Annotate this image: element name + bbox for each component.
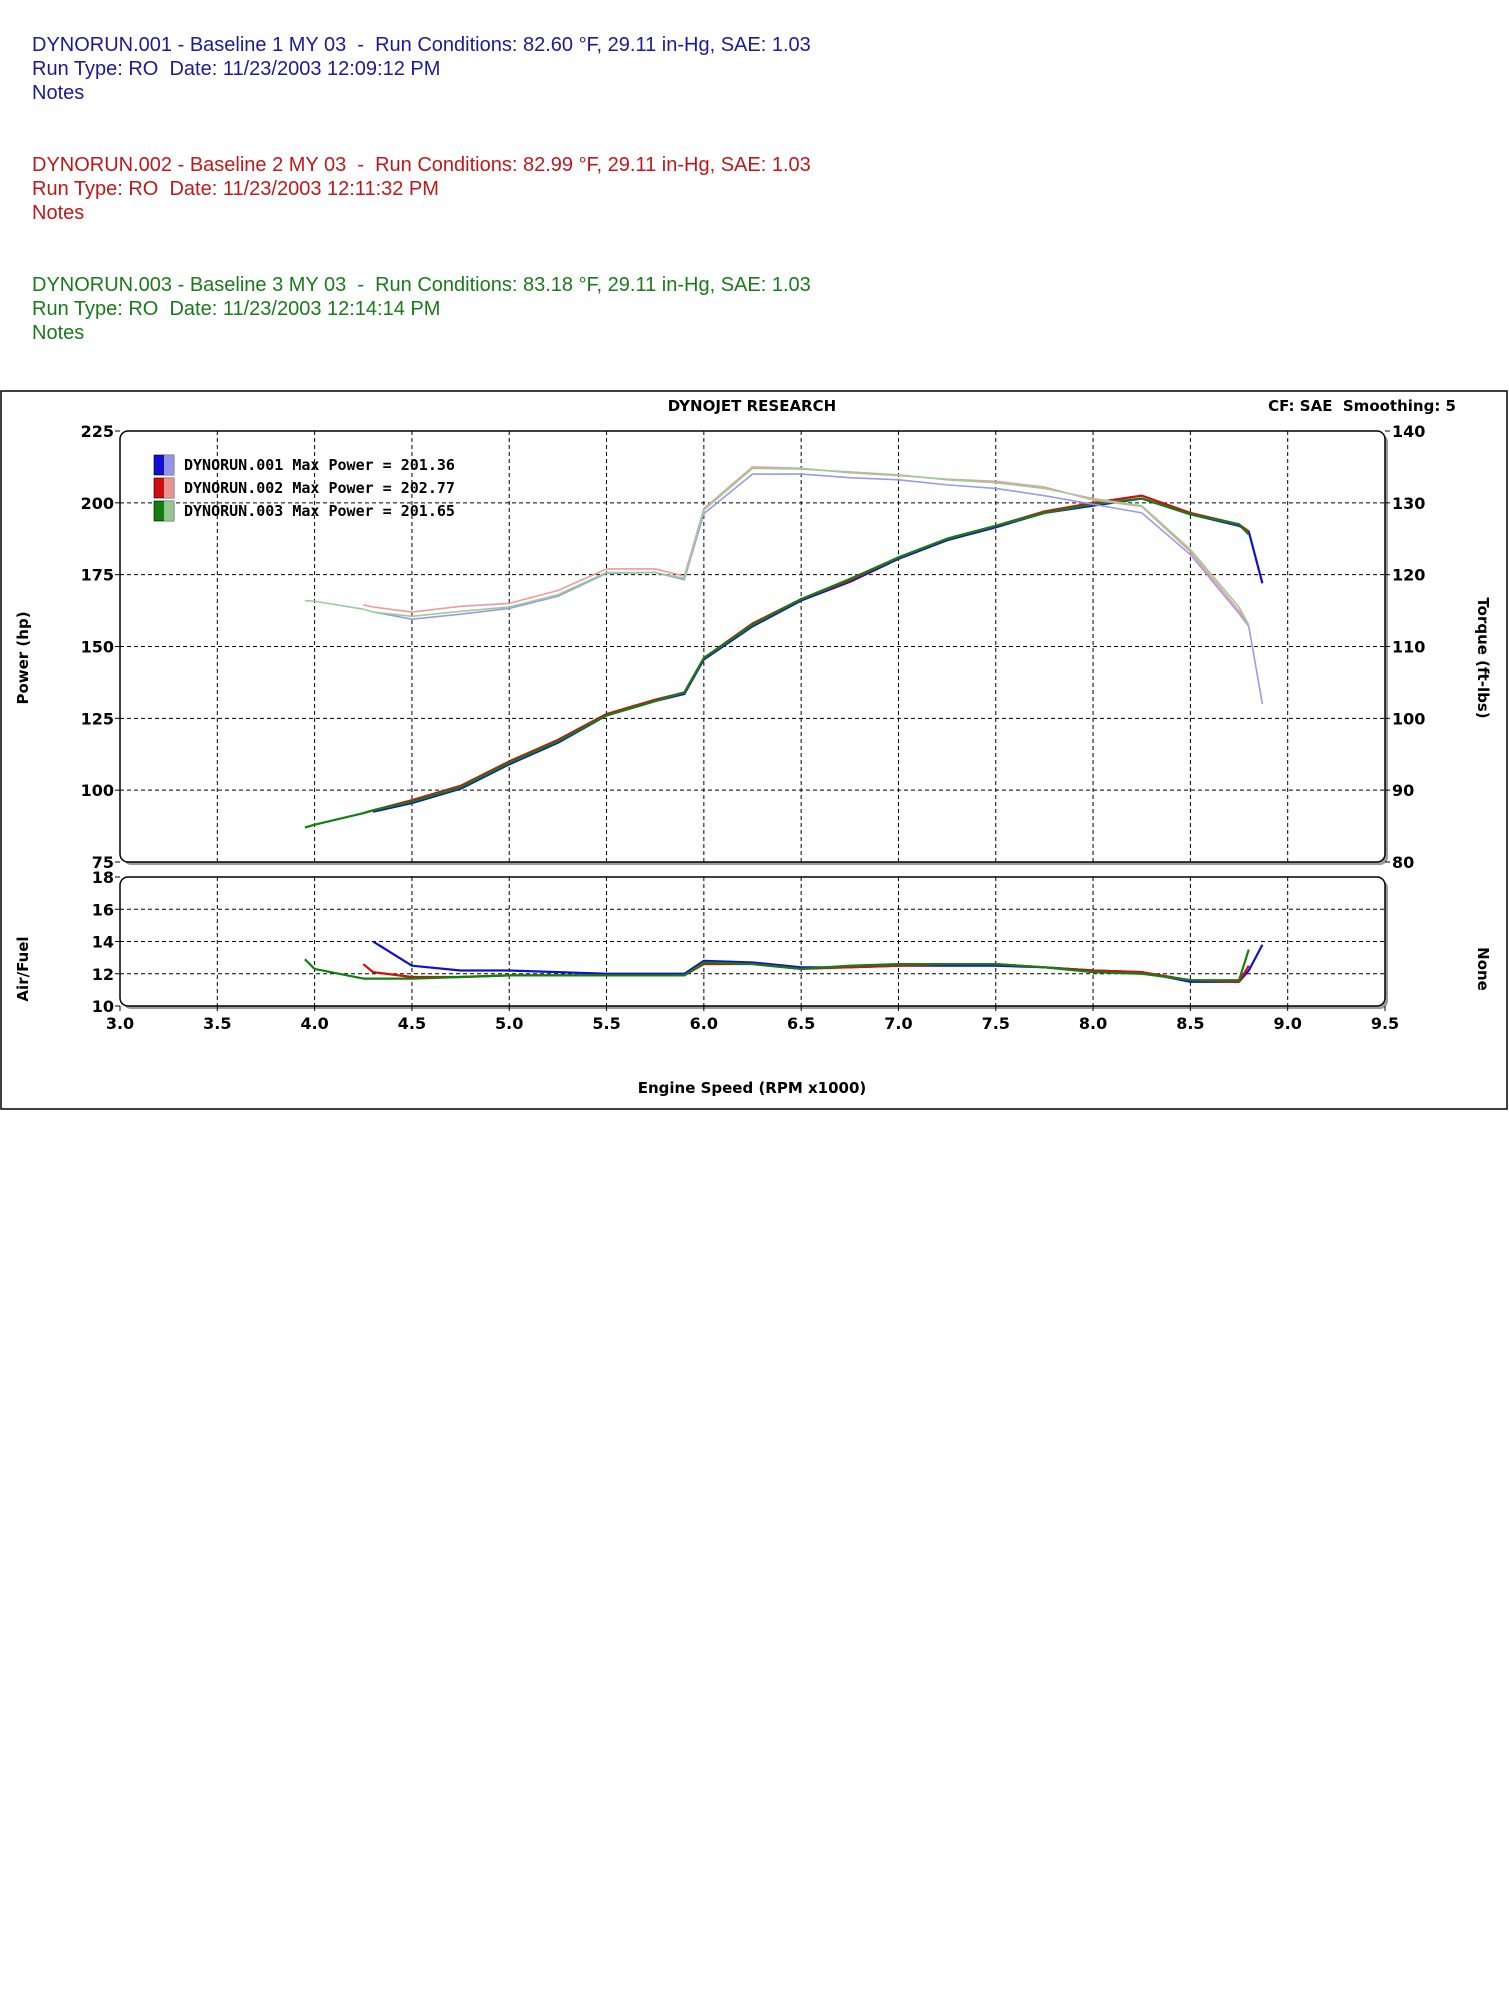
x-tick-label: 9.0 [1274, 1014, 1302, 1033]
y-tick-label: 100 [81, 781, 114, 800]
y2-tick-label: 120 [1392, 566, 1425, 585]
y-tick-label: 18 [92, 868, 114, 887]
run-info: Run Type: RO Date: 11/23/2003 12:09:12 P… [32, 58, 440, 80]
legend-swatch-light [164, 501, 174, 521]
x-tick-label: 6.0 [690, 1014, 718, 1033]
x-tick-label: 3.0 [106, 1014, 134, 1033]
run-title: DYNORUN.002 - Baseline 2 MY 03 - Run Con… [32, 154, 811, 176]
x-tick-label: 4.0 [300, 1014, 328, 1033]
x-tick-label: 7.5 [982, 1014, 1010, 1033]
run-info: Run Type: RO Date: 11/23/2003 12:11:32 P… [32, 178, 439, 200]
y2-tick-label: 110 [1392, 638, 1425, 657]
x-tick-label: 4.5 [398, 1014, 426, 1033]
torque-line [304, 467, 1250, 626]
x-tick-label: 8.5 [1176, 1014, 1204, 1033]
x-tick-label: 9.5 [1371, 1014, 1399, 1033]
y-axis-label: Power (hp) [14, 611, 32, 704]
y-tick-label: 75 [92, 853, 114, 872]
y2-tick-label: 140 [1392, 422, 1425, 441]
y2-tick-label: 80 [1392, 853, 1414, 872]
data-line [304, 497, 1250, 829]
run-title: DYNORUN.003 - Baseline 3 MY 03 - Run Con… [32, 274, 811, 296]
x-tick-label: 6.5 [787, 1014, 815, 1033]
x-tick-label: 5.5 [592, 1014, 620, 1033]
run-notes: Notes [32, 82, 84, 104]
legend-swatch-light [164, 455, 174, 475]
y-tick-label: 12 [92, 965, 114, 984]
legend-entry: DYNORUN.001 Max Power = 201.36 [184, 456, 455, 474]
legend-swatch-light [164, 478, 174, 498]
data-line [304, 949, 1250, 982]
y2-tick-label: 100 [1392, 709, 1425, 728]
legend-entry: DYNORUN.003 Max Power = 201.65 [184, 502, 455, 520]
torque-line [363, 466, 1250, 626]
run-header: DYNORUN.001 - Baseline 1 MY 03 - Run Con… [32, 34, 811, 344]
y-tick-label: 16 [92, 900, 114, 919]
y-tick-label: 200 [81, 494, 114, 513]
y2-tick-label: 130 [1392, 494, 1425, 513]
run-notes: Notes [32, 202, 84, 224]
legend-entry: DYNORUN.002 Max Power = 202.77 [184, 479, 455, 497]
run-info: Run Type: RO Date: 11/23/2003 12:14:14 P… [32, 298, 440, 320]
chart-annotation: CF: SAE Smoothing: 5 [1268, 397, 1456, 415]
y-tick-label: 10 [92, 997, 114, 1016]
y2-axis-label: None [1474, 947, 1492, 991]
y-tick-label: 225 [81, 422, 114, 441]
run-title: DYNORUN.001 - Baseline 1 MY 03 - Run Con… [32, 34, 811, 56]
y-tick-label: 125 [81, 709, 114, 728]
x-axis-label: Engine Speed (RPM x1000) [638, 1079, 867, 1097]
chart-title: DYNOJET RESEARCH [668, 397, 836, 415]
y-tick-label: 14 [92, 933, 114, 952]
y-tick-label: 175 [81, 566, 114, 585]
torque-line [372, 473, 1264, 705]
y-axis-label: Air/Fuel [14, 936, 32, 1001]
x-tick-label: 3.5 [203, 1014, 231, 1033]
x-tick-label: 7.0 [884, 1014, 912, 1033]
x-tick-label: 5.0 [495, 1014, 523, 1033]
y2-axis-label: Torque (ft-lbs) [1474, 597, 1492, 718]
x-tick-label: 8.0 [1079, 1014, 1107, 1033]
chart-frame [0, 390, 1508, 1110]
y2-tick-label: 90 [1392, 781, 1414, 800]
y-tick-label: 150 [81, 638, 114, 657]
run-notes: Notes [32, 322, 84, 344]
